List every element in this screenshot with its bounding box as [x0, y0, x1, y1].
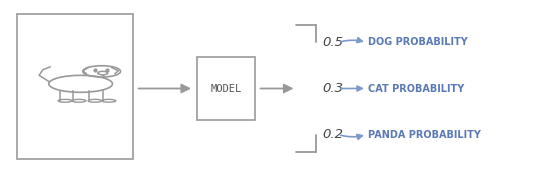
Text: PANDA PROBABILITY: PANDA PROBABILITY	[368, 130, 481, 139]
FancyBboxPatch shape	[17, 14, 133, 159]
Text: CAT PROBABILITY: CAT PROBABILITY	[368, 84, 465, 93]
Text: MODEL: MODEL	[210, 84, 242, 93]
Text: 0.3: 0.3	[322, 82, 343, 95]
Text: DOG PROBABILITY: DOG PROBABILITY	[368, 38, 468, 47]
Text: 0.5: 0.5	[322, 36, 343, 49]
FancyBboxPatch shape	[197, 57, 255, 120]
Text: 0.2: 0.2	[322, 128, 343, 141]
